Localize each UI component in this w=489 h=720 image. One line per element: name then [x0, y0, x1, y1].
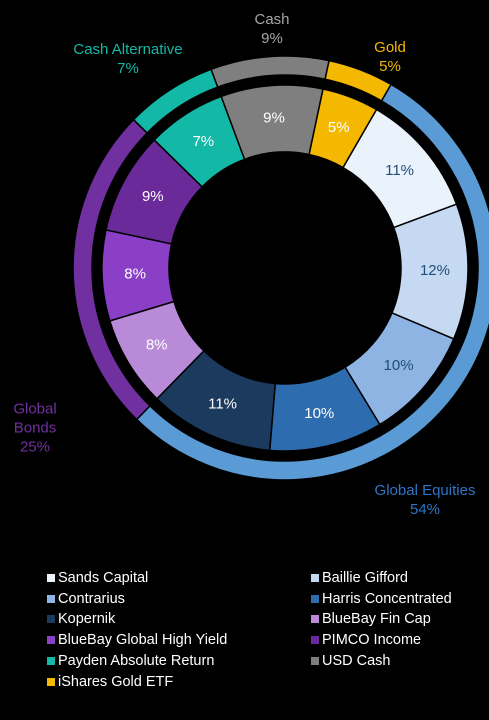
legend-label: Harris Concentrated [322, 590, 452, 607]
legend-label: Contrarius [58, 590, 125, 607]
legend-label: Payden Absolute Return [58, 652, 215, 669]
chart: 11% 12% 10% 10% 11% 8% 8% 9% 7% 9% 5% [72, 55, 489, 481]
data-label: 8% [124, 265, 146, 282]
legend-swatch [311, 615, 319, 624]
outer-label: Cash 9% [254, 10, 289, 48]
data-label: 8% [146, 337, 168, 354]
legend-item: Harris Concentrated [311, 591, 452, 607]
legend-label: PIMCO Income [322, 632, 422, 649]
legend-swatch [311, 594, 319, 603]
outer-label: Global Equities 54% [375, 481, 476, 519]
legend-item: Contrarius [47, 591, 125, 607]
legend-item: PIMCO Income [311, 632, 421, 648]
outer-label-name: Cash Alternative [73, 41, 183, 58]
outer-label-name: Gold [374, 39, 406, 56]
data-label: 10% [384, 357, 414, 374]
outer-label: Cash Alternative 7% [73, 40, 182, 78]
legend-swatch [47, 636, 55, 645]
legend-item: Baillie Gifford [311, 570, 408, 586]
legend-item: Payden Absolute Return [47, 653, 214, 669]
legend-item: USD Cash [311, 653, 391, 669]
legend-swatch [311, 636, 319, 645]
outer-label: Gold 5% [374, 38, 406, 76]
legend-item: Sands Capital [47, 570, 148, 586]
legend-swatch [311, 574, 319, 582]
legend-swatch [47, 677, 55, 686]
outer-label-value: 7% [117, 60, 139, 77]
legend-item: BlueBay Global High Yield [47, 632, 227, 648]
data-label: 11% [385, 162, 414, 179]
legend-swatch [47, 656, 55, 665]
outer-label-value: 54% [409, 501, 441, 518]
outer-label-name: Global Equities [374, 482, 476, 499]
separator [95, 78, 475, 458]
outer-label-value: 5% [379, 58, 401, 75]
legend-item: Kopernik [47, 611, 115, 627]
legend-label: Kopernik [58, 611, 116, 628]
legend-swatch [311, 656, 319, 665]
data-label: 5% [328, 119, 350, 136]
legend-label: BlueBay Fin Cap [322, 611, 431, 628]
data-label: 7% [192, 133, 214, 150]
legend-item: BlueBay Fin Cap [311, 611, 431, 627]
legend-label: Baillie Gifford [322, 570, 408, 586]
legend-label: BlueBay Global High Yield [58, 632, 228, 649]
legend-swatch [47, 594, 55, 603]
data-label: 12% [420, 262, 450, 279]
legend-item: iShares Gold ETF [47, 674, 173, 690]
legend-label: iShares Gold ETF [58, 673, 174, 690]
legend-swatch [47, 615, 55, 624]
inner-segment [308, 88, 378, 169]
data-label: 10% [304, 405, 334, 422]
legend-label: Sands Capital [58, 570, 149, 586]
legend-swatch [47, 574, 55, 582]
outer-label-value: 9% [261, 30, 283, 47]
legend-label: USD Cash [322, 652, 391, 669]
data-label: 9% [263, 109, 285, 126]
outer-label-name: Global Bonds [13, 400, 57, 437]
outer-label: Global Bonds 25% [10, 400, 60, 457]
outer-label-value: 25% [19, 438, 51, 456]
outer-label-name: Cash [254, 11, 290, 28]
data-label: 9% [142, 188, 164, 205]
data-label: 11% [208, 395, 237, 412]
outer-segment [324, 59, 393, 102]
